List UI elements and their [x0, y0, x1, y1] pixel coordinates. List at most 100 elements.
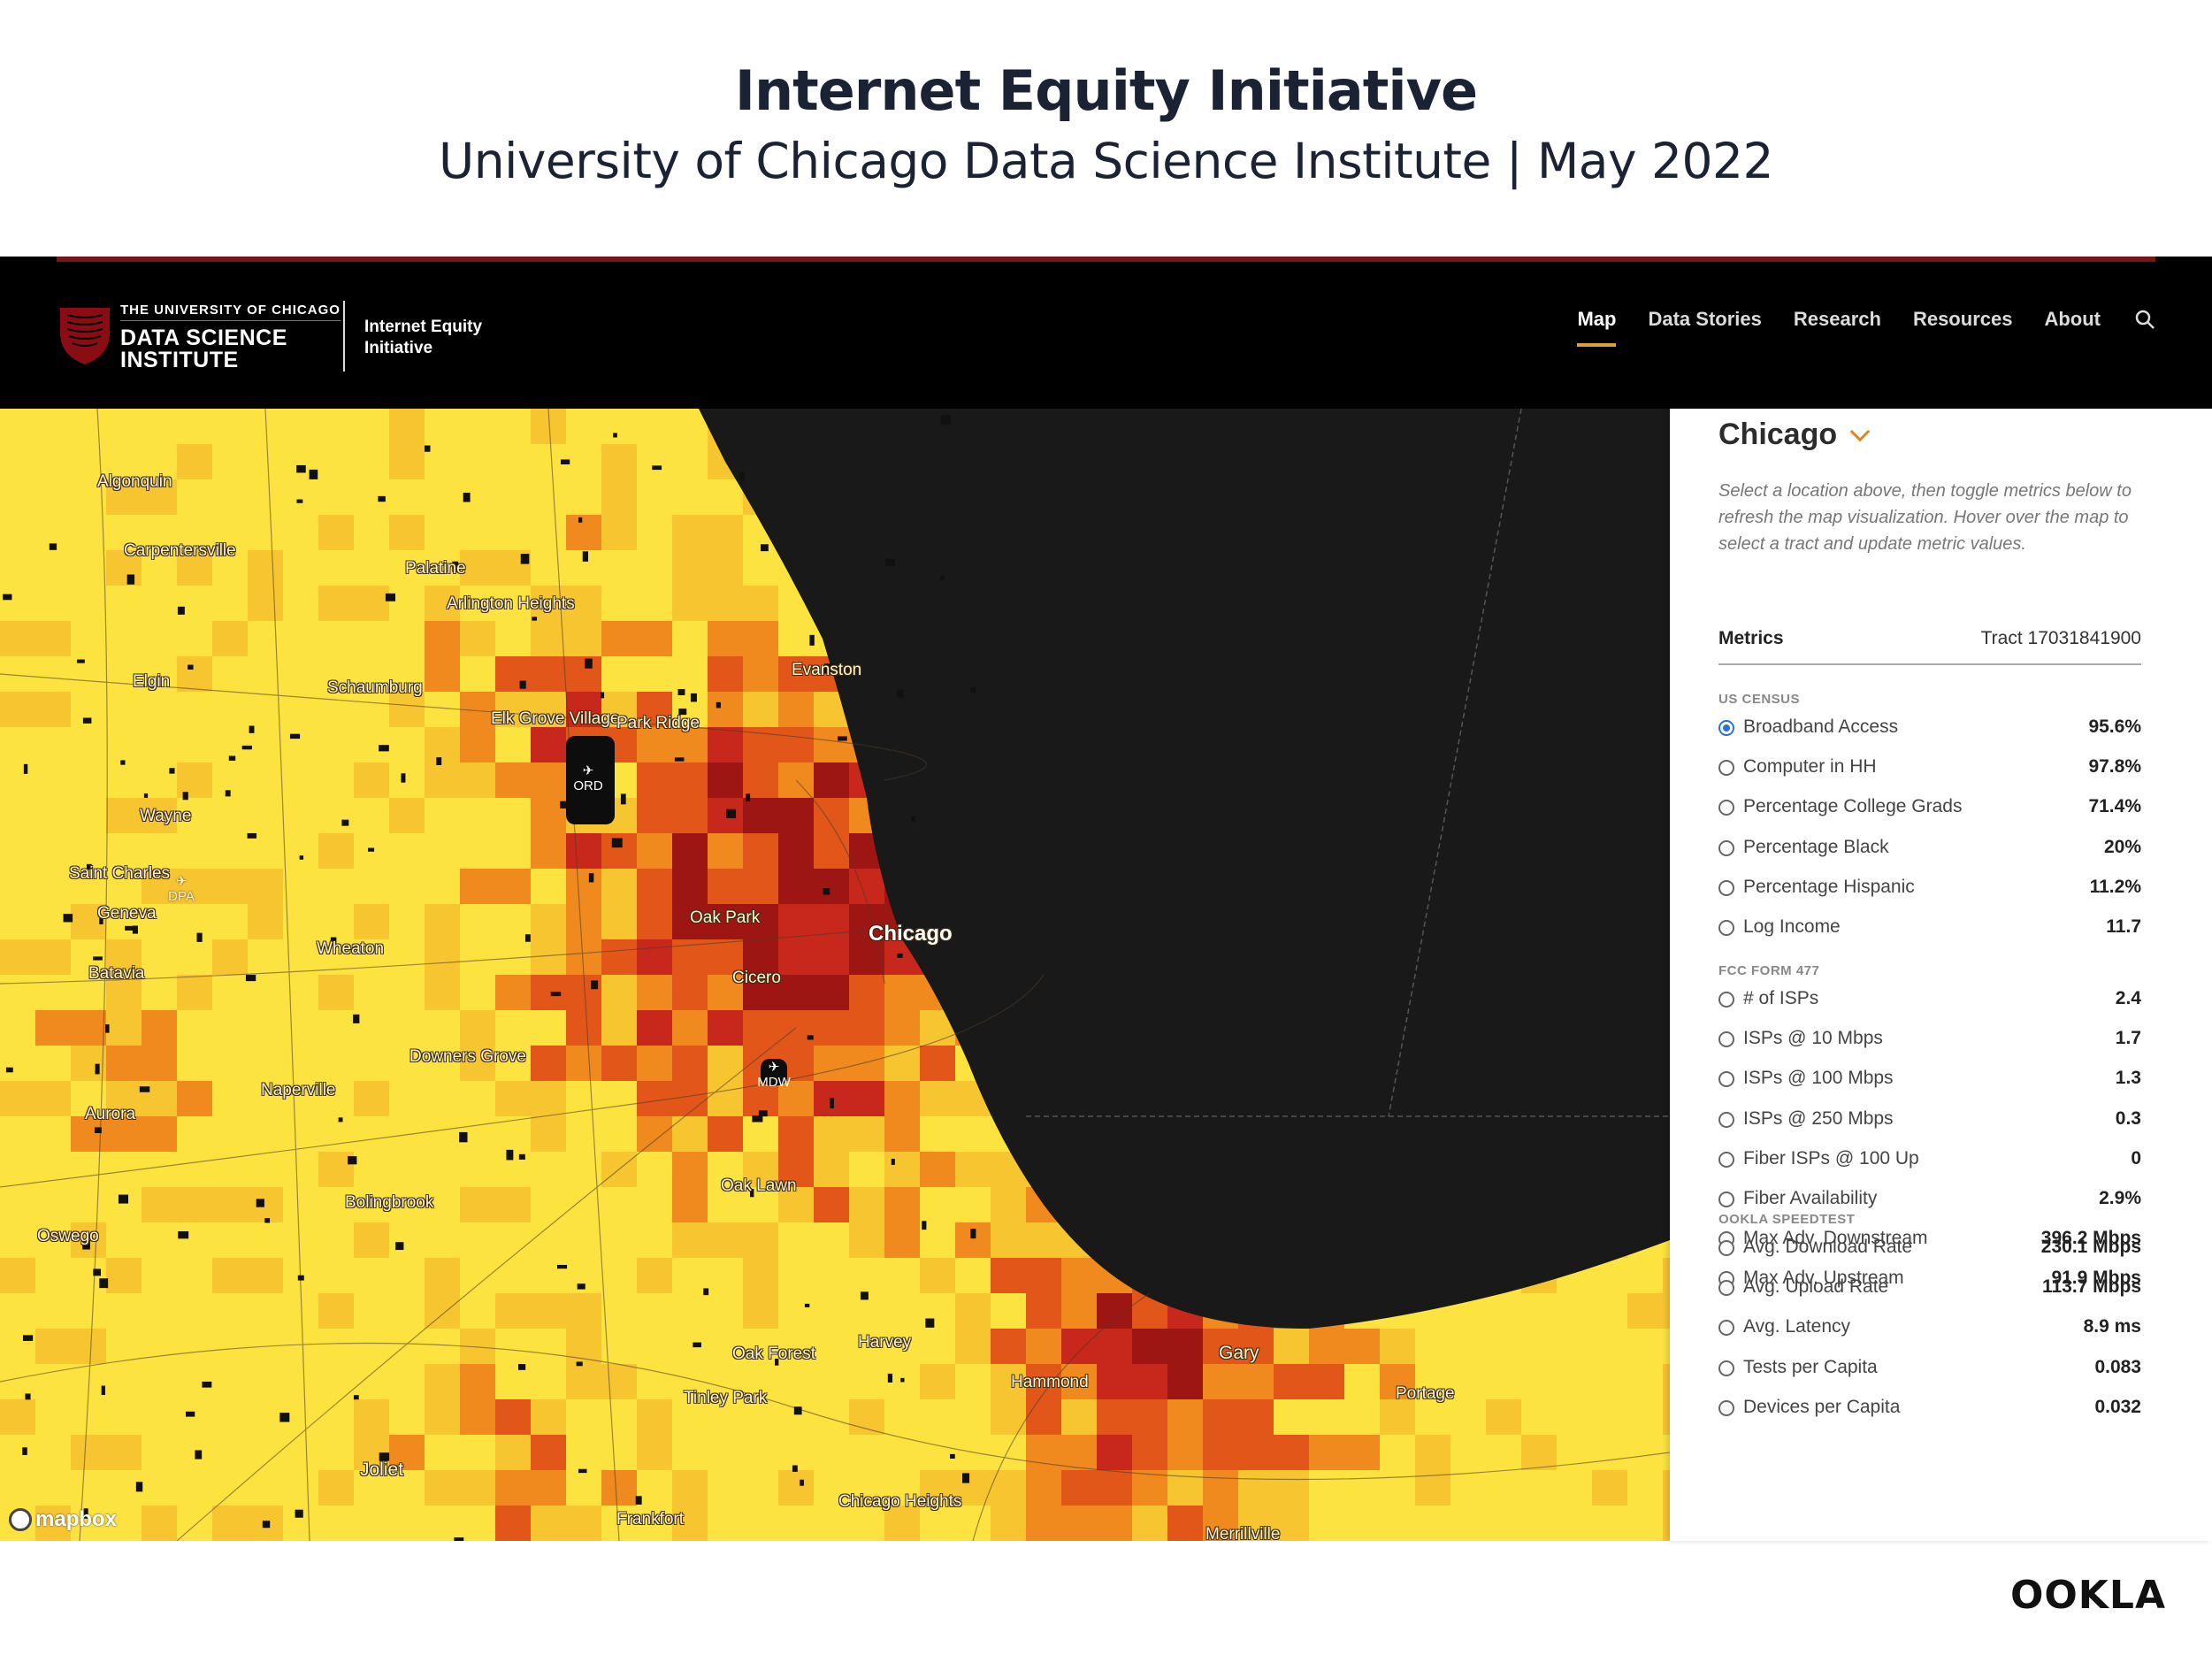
map-label-portage: Portage — [1396, 1384, 1455, 1403]
metric-radio[interactable] — [1718, 1111, 1734, 1128]
metric-label: # of ISPs — [1743, 988, 1819, 1008]
metric-radio[interactable] — [1718, 839, 1734, 856]
map-label-algonquin: Algonquin — [97, 472, 172, 491]
metric-radio[interactable] — [1718, 1191, 1734, 1207]
map-label-evanston: Evanston — [792, 661, 862, 679]
metric-row[interactable]: Devices per Capita 0.032 — [1718, 1391, 2141, 1427]
metric-row[interactable]: Computer in HH 97.8% — [1718, 751, 2141, 786]
mapbox-attribution[interactable]: mapbox — [9, 1507, 117, 1532]
metric-value: 0.3 — [2115, 1107, 2141, 1129]
airplane-icon: ✈ — [582, 763, 594, 778]
map-label-aurora: Aurora — [85, 1105, 136, 1123]
metric-label: Log Income — [1743, 916, 1841, 937]
metric-radio[interactable] — [1718, 720, 1734, 736]
metric-radio[interactable] — [1718, 760, 1734, 777]
tract-id: Tract 17031841900 — [1980, 628, 2141, 648]
map-label-oak-forest: Oak Forest — [732, 1345, 815, 1363]
map-label-downers-grove: Downers Grove — [409, 1047, 526, 1066]
panel-instructions: Select a location above, then toggle met… — [1718, 481, 2132, 554]
nav-resources[interactable]: Resources — [1912, 308, 2013, 330]
search-icon[interactable] — [2132, 307, 2159, 333]
chevron-down-icon[interactable] — [1849, 421, 1871, 442]
metric-label: Fiber ISPs @ 100 Up — [1743, 1147, 1919, 1168]
metric-value: 11.7 — [2106, 916, 2141, 937]
map-label-chicago: Chicago — [869, 922, 953, 946]
metric-value: 0 — [2131, 1147, 2141, 1168]
metric-radio[interactable] — [1718, 1399, 1734, 1416]
ookla-logo: OOKLA — [2010, 1573, 2166, 1618]
metric-radio[interactable] — [1718, 1320, 1734, 1337]
metric-label: Percentage Black — [1743, 836, 1889, 857]
metric-radio[interactable] — [1718, 1031, 1734, 1048]
metric-row[interactable]: Max Adv. Upstream 91.9 Mbps — [1718, 1262, 2141, 1298]
map-label-chicago-heights: Chicago Heights — [838, 1492, 962, 1511]
metric-radio[interactable] — [1718, 1280, 1734, 1297]
metric-value: 0.032 — [2094, 1396, 2141, 1417]
metric-label: Fiber Availability — [1743, 1188, 1878, 1208]
metric-value: 2.4 — [2115, 988, 2141, 1008]
map-label-carpentersville: Carpentersville — [124, 541, 236, 560]
metric-label: Computer in HH — [1743, 756, 1877, 778]
airport-code-ord: ORD — [573, 778, 603, 793]
map-label-oak-lawn: Oak Lawn — [721, 1176, 797, 1195]
metric-row[interactable]: Percentage Black 20% — [1718, 831, 2141, 867]
metric-radio[interactable] — [1718, 1240, 1734, 1256]
nav-data-stories[interactable]: Data Stories — [1648, 308, 1762, 330]
metric-row[interactable]: Tests per Capita 0.083 — [1718, 1352, 2141, 1387]
logo-project: Internet Equity Initiative — [364, 318, 483, 357]
map-canvas[interactable] — [0, 409, 1670, 1541]
metric-label: ISPs @ 100 Mbps — [1743, 1068, 1894, 1089]
metric-label: Avg. Download Rate — [1743, 1237, 1913, 1257]
map-label-arlington-heights: Arlington Heights — [447, 594, 575, 613]
choropleth-map[interactable]: Algonquin Carpentersville Palatine Arlin… — [0, 409, 1670, 1541]
metric-row[interactable]: Avg. Latency 8.9 ms — [1718, 1311, 2141, 1346]
map-label-bolingbrook: Bolingbrook — [345, 1193, 434, 1212]
metric-row[interactable]: Broadband Access 95.6% — [1718, 711, 2141, 747]
location-selector[interactable]: Chicago — [1718, 418, 1871, 452]
metric-radio[interactable] — [1718, 1151, 1734, 1168]
metric-radio[interactable] — [1718, 920, 1734, 936]
site-logo[interactable]: THE UNIVERSITY OF CHICAGO DATA SCIENCE I… — [58, 301, 518, 372]
page-heading: Internet Equity Initiative University of… — [0, 0, 2212, 252]
map-label-tinley-park: Tinley Park — [684, 1389, 768, 1407]
airport-ord: ✈ ORD — [566, 762, 610, 793]
metric-radio[interactable] — [1718, 800, 1734, 816]
lake-michigan — [699, 409, 1670, 1329]
metric-row[interactable]: # of ISPs 2.4 — [1718, 983, 2141, 1018]
uchicago-shield-icon — [60, 308, 110, 364]
map-label-wheaton: Wheaton — [317, 939, 385, 958]
metrics-header: Metrics Tract 17031841900 — [1718, 621, 2141, 665]
metric-label: Devices per Capita — [1743, 1396, 1901, 1417]
metric-label: ISPs @ 250 Mbps — [1743, 1107, 1894, 1129]
map-label-gary: Gary — [1219, 1343, 1259, 1363]
airplane-icon: ✈ — [175, 874, 188, 889]
metric-row[interactable]: ISPs @ 100 Mbps 1.3 — [1718, 1062, 2141, 1098]
metric-label: Avg. Latency — [1743, 1316, 1851, 1337]
metric-radio[interactable] — [1718, 1360, 1734, 1376]
metric-radio[interactable] — [1718, 879, 1734, 896]
metric-row[interactable]: Avg. Upload Rate 113.7 Mbps — [1718, 1271, 2141, 1306]
map-label-elk-grove-village: Elk Grove Village — [491, 709, 620, 728]
main-nav: Map Data Stories Research Resources Abou… — [1545, 307, 2159, 347]
metric-row[interactable]: Percentage Hispanic 11.2% — [1718, 871, 2141, 907]
metric-row[interactable]: Log Income 11.7 — [1718, 911, 2141, 946]
metric-row[interactable]: Fiber Availability 2.9% — [1718, 1183, 2141, 1218]
metric-row[interactable]: Avg. Download Rate 230.1 Mbps — [1718, 1231, 2141, 1267]
airport-dpa: ✈ DPA — [159, 873, 203, 904]
mapbox-logo-icon — [9, 1508, 32, 1531]
airport-code-dpa: DPA — [168, 889, 195, 904]
map-label-cicero: Cicero — [732, 969, 781, 987]
metric-row[interactable]: Percentage College Grads 71.4% — [1718, 791, 2141, 826]
nav-map[interactable]: Map — [1577, 308, 1617, 347]
metric-row[interactable]: Fiber ISPs @ 100 Up 0 — [1718, 1143, 2141, 1178]
metric-value: 0.083 — [2094, 1356, 2141, 1377]
metric-radio[interactable] — [1718, 1071, 1734, 1088]
metric-value: 11.2% — [2089, 876, 2141, 897]
nav-about[interactable]: About — [2044, 308, 2101, 330]
nav-research[interactable]: Research — [1793, 308, 1881, 330]
map-label-elgin: Elgin — [133, 672, 171, 691]
metric-group-label: US CENSUS — [1718, 692, 1801, 707]
metric-row[interactable]: ISPs @ 250 Mbps 0.3 — [1718, 1103, 2141, 1138]
metric-radio[interactable] — [1718, 992, 1734, 1008]
metric-row[interactable]: ISPs @ 10 Mbps 1.7 — [1718, 1023, 2141, 1058]
